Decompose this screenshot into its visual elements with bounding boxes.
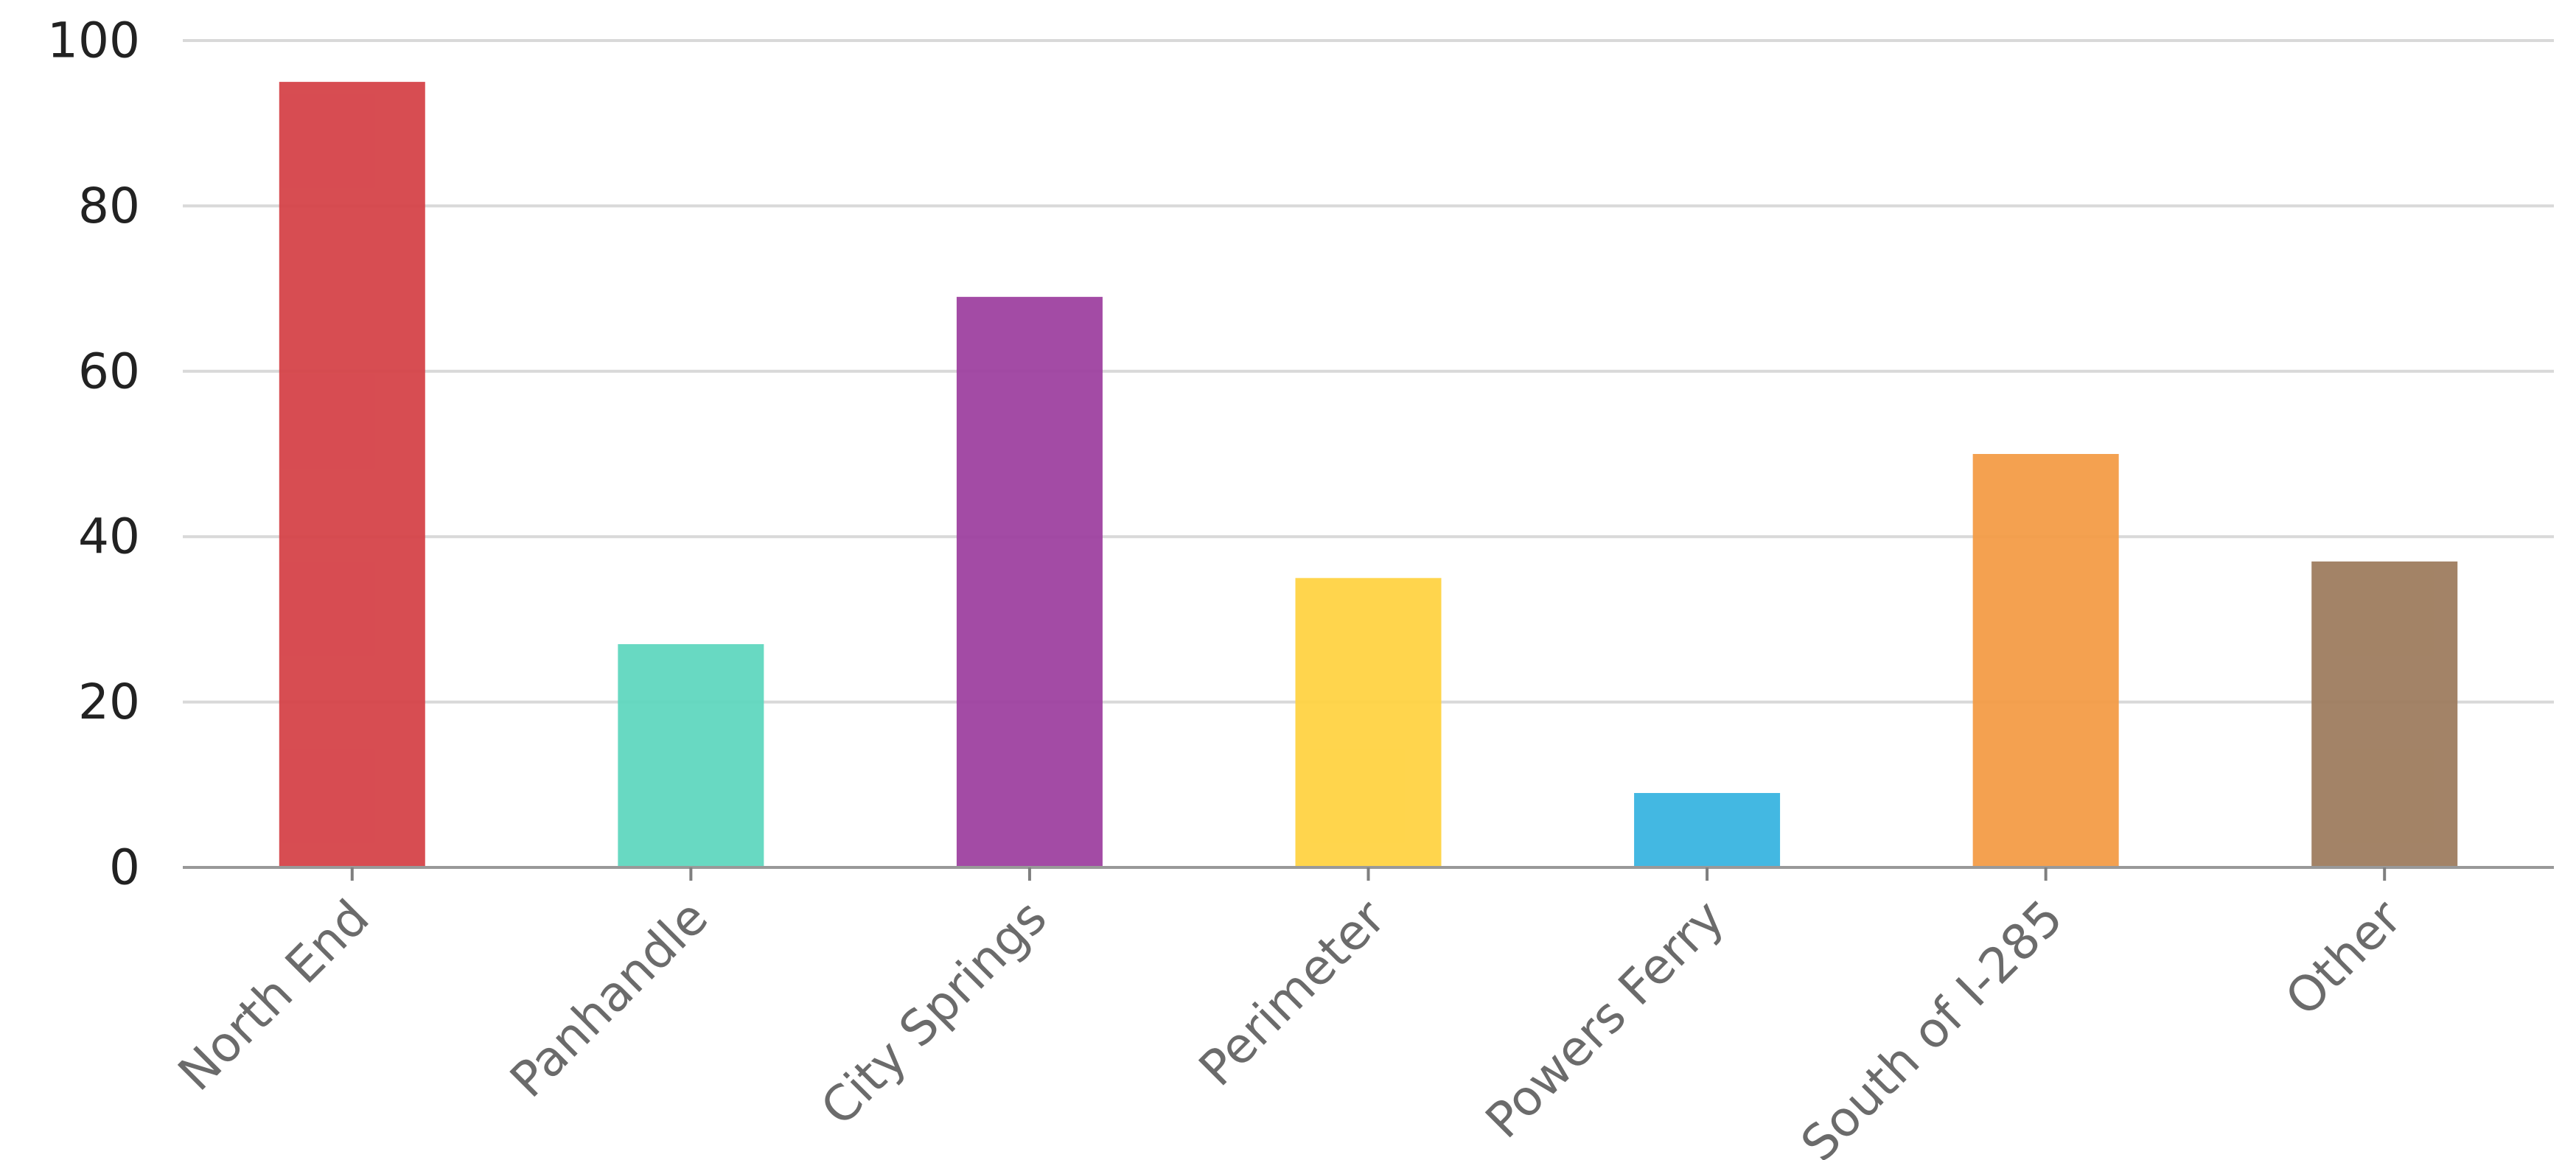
bars	[279, 82, 2458, 868]
y-tick-label: 20	[78, 674, 140, 730]
x-tick-label: Other	[2275, 889, 2413, 1027]
bar-city-springs	[956, 296, 1103, 867]
bar-north-end	[279, 82, 425, 868]
x-tick-label: City Springs	[810, 889, 1058, 1136]
x-tick-label: North End	[167, 889, 380, 1101]
x-tick-label: Perimeter	[1188, 889, 1397, 1097]
x-axis-tick-labels: North End Panhandle City Springs Perimeter P…	[167, 889, 2413, 1160]
gridlines	[183, 39, 2554, 704]
bar-perimeter	[1295, 578, 1442, 867]
bar-other	[2311, 561, 2458, 867]
y-tick-label: 80	[78, 178, 140, 234]
x-tick-label: Powers Ferry	[1475, 889, 1735, 1149]
x-axis	[183, 866, 2554, 881]
y-tick-label: 40	[78, 509, 140, 565]
y-tick-label: 100	[47, 13, 140, 69]
y-tick-label: 60	[78, 343, 140, 399]
bar-powers-ferry	[1634, 793, 1781, 867]
y-tick-label: 0	[109, 839, 140, 896]
x-tick-label: Panhandle	[499, 889, 719, 1108]
y-axis-tick-labels: 0 20 40 60 80 100	[47, 13, 140, 896]
bar-panhandle	[618, 644, 764, 867]
bar-south-of-i-285	[1972, 454, 2119, 867]
x-tick-label: South of I-285	[1790, 889, 2073, 1160]
